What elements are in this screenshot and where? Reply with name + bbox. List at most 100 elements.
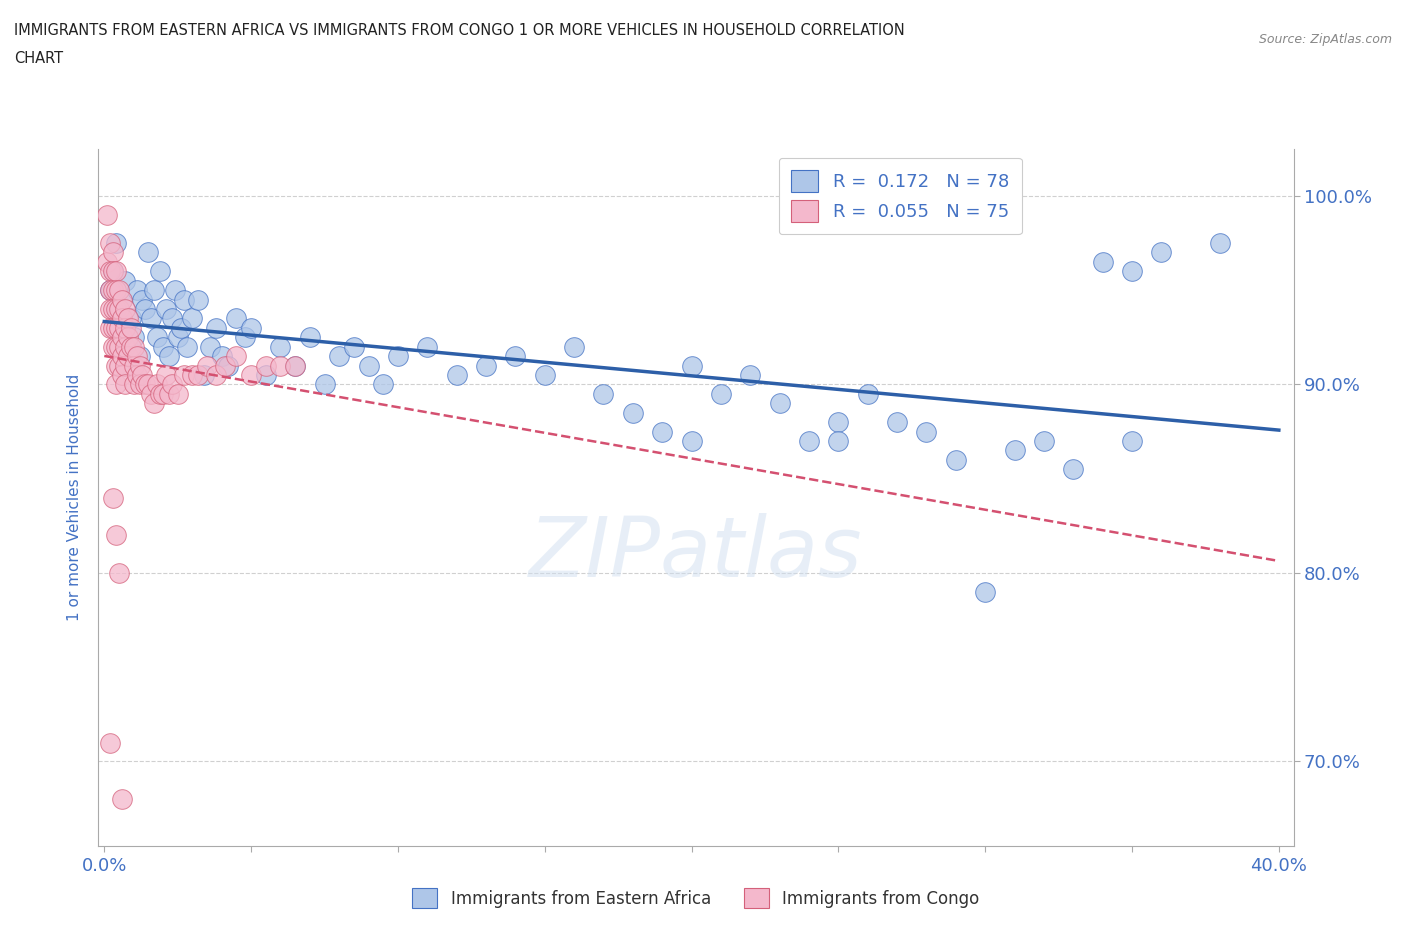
Point xyxy=(122,330,145,345)
Point xyxy=(827,415,849,430)
Point xyxy=(1004,443,1026,458)
Point xyxy=(173,367,195,382)
Point xyxy=(111,349,134,364)
Point xyxy=(169,321,191,336)
Point xyxy=(114,321,136,336)
Point xyxy=(357,358,380,373)
Text: IMMIGRANTS FROM EASTERN AFRICA VS IMMIGRANTS FROM CONGO 1 OR MORE VEHICLES IN HO: IMMIGRANTS FROM EASTERN AFRICA VS IMMIGR… xyxy=(14,23,905,38)
Point xyxy=(1121,433,1143,448)
Legend: Immigrants from Eastern Africa, Immigrants from Congo: Immigrants from Eastern Africa, Immigran… xyxy=(402,878,990,918)
Point xyxy=(149,264,172,279)
Point xyxy=(254,367,277,382)
Point xyxy=(621,405,644,420)
Point xyxy=(211,349,233,364)
Point xyxy=(108,339,131,354)
Point xyxy=(328,349,350,364)
Point xyxy=(205,367,228,382)
Point xyxy=(114,339,136,354)
Point xyxy=(592,387,614,402)
Point xyxy=(111,311,134,325)
Point xyxy=(269,358,291,373)
Point xyxy=(105,283,128,298)
Point xyxy=(122,377,145,392)
Point xyxy=(134,301,156,316)
Point xyxy=(141,387,163,402)
Point xyxy=(105,339,128,354)
Point xyxy=(122,339,145,354)
Point xyxy=(166,387,188,402)
Point xyxy=(240,367,263,382)
Point xyxy=(1032,433,1054,448)
Point xyxy=(98,301,121,316)
Point xyxy=(856,387,879,402)
Point xyxy=(740,367,762,382)
Point xyxy=(152,339,174,354)
Point xyxy=(146,377,169,392)
Point xyxy=(769,396,792,411)
Point xyxy=(128,377,150,392)
Point xyxy=(827,433,849,448)
Point xyxy=(157,387,180,402)
Point xyxy=(105,358,128,373)
Point xyxy=(105,301,128,316)
Point xyxy=(269,339,291,354)
Point xyxy=(157,349,180,364)
Point xyxy=(131,367,153,382)
Text: CHART: CHART xyxy=(14,51,63,66)
Point xyxy=(98,321,121,336)
Point xyxy=(101,301,124,316)
Point xyxy=(128,349,150,364)
Point xyxy=(181,311,204,325)
Point xyxy=(108,358,131,373)
Point xyxy=(108,565,131,580)
Point xyxy=(114,301,136,316)
Point xyxy=(681,433,703,448)
Point xyxy=(195,358,218,373)
Point xyxy=(205,321,228,336)
Point xyxy=(98,283,121,298)
Point xyxy=(217,358,239,373)
Point xyxy=(105,321,128,336)
Point xyxy=(651,424,673,439)
Point xyxy=(225,349,247,364)
Point xyxy=(111,330,134,345)
Point xyxy=(945,452,967,467)
Point xyxy=(387,349,409,364)
Point xyxy=(225,311,247,325)
Point xyxy=(120,339,142,354)
Point xyxy=(105,235,128,250)
Point xyxy=(108,283,131,298)
Point xyxy=(138,245,160,259)
Point xyxy=(98,264,121,279)
Point xyxy=(108,301,131,316)
Point xyxy=(117,330,139,345)
Point xyxy=(173,292,195,307)
Point xyxy=(125,349,148,364)
Point xyxy=(149,387,172,402)
Point xyxy=(101,490,124,505)
Point xyxy=(114,273,136,288)
Point xyxy=(240,321,263,336)
Point xyxy=(108,321,131,336)
Point xyxy=(1209,235,1232,250)
Point xyxy=(233,330,256,345)
Point xyxy=(141,311,163,325)
Point xyxy=(98,736,121,751)
Point xyxy=(120,311,142,325)
Point xyxy=(105,377,128,392)
Point xyxy=(98,235,121,250)
Point xyxy=(163,283,186,298)
Point xyxy=(101,264,124,279)
Point xyxy=(1062,462,1084,477)
Point xyxy=(117,339,139,354)
Point xyxy=(131,292,153,307)
Point xyxy=(254,358,277,373)
Point xyxy=(155,367,177,382)
Point xyxy=(120,321,142,336)
Point xyxy=(111,292,134,307)
Point xyxy=(160,311,183,325)
Point xyxy=(284,358,307,373)
Point xyxy=(314,377,336,392)
Point xyxy=(446,367,468,382)
Point xyxy=(138,377,160,392)
